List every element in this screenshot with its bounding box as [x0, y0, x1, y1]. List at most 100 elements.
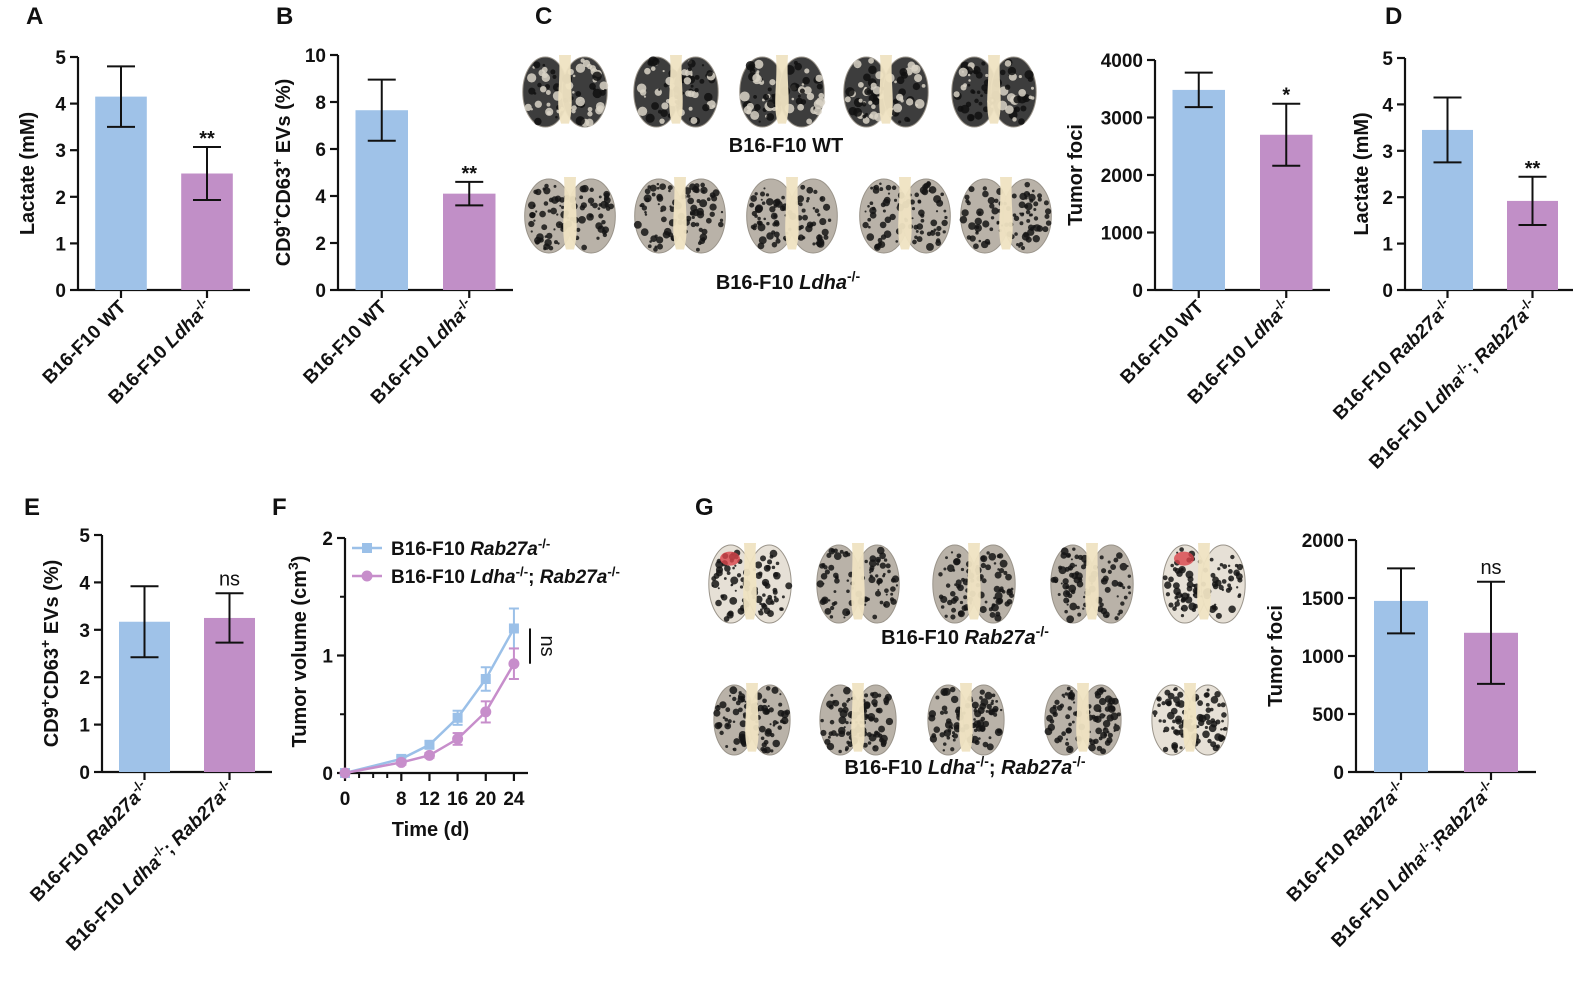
y-tick-label: 5 — [55, 48, 66, 69]
lung-trachea — [558, 55, 572, 124]
lung-spot — [833, 548, 838, 553]
lung-spot — [1063, 696, 1066, 699]
lung-spot — [933, 726, 941, 733]
lung-spot — [767, 704, 770, 708]
x-tick-label: 20 — [475, 789, 496, 810]
lung-spot — [1074, 554, 1080, 560]
lung-spot — [900, 71, 908, 79]
lung-spot — [587, 197, 595, 204]
lung-spot — [1210, 718, 1216, 723]
text-part: Rab27a — [470, 539, 538, 560]
lung-spot — [1157, 703, 1161, 707]
x-tick-label: 16 — [447, 789, 468, 810]
lung-spot — [817, 213, 821, 217]
lung-spot — [777, 725, 782, 730]
lung-spot — [829, 719, 835, 725]
text-part: Rab27a — [540, 567, 608, 588]
lung-spot — [715, 599, 722, 607]
lung-spot — [869, 201, 874, 206]
y-tick-label: 3 — [55, 141, 66, 162]
lung-spot — [993, 712, 998, 717]
lung-spot — [1110, 564, 1117, 570]
lung-spot — [867, 741, 872, 745]
y-tick-label: 0 — [322, 764, 333, 785]
lung-spot — [711, 576, 717, 582]
lung-spot — [555, 115, 558, 119]
lung-spot — [862, 117, 870, 124]
lung-spot — [690, 73, 693, 77]
lung-spot — [964, 194, 970, 200]
panel-letter: D — [1385, 3, 1402, 30]
lung-spot — [1070, 689, 1073, 693]
lung-spot — [943, 209, 947, 213]
lung-spot — [799, 88, 805, 94]
lung-spot — [999, 559, 1008, 568]
panel-letter: F — [272, 494, 287, 521]
lung-spot — [945, 718, 952, 724]
lung-spot — [1021, 232, 1030, 241]
lung-spot — [845, 746, 849, 751]
lung-spot — [959, 215, 968, 224]
lung-spot — [546, 102, 551, 107]
lung-spot — [824, 738, 831, 745]
lung-spot — [1107, 702, 1113, 708]
lung-spot — [971, 701, 979, 709]
lung-spot — [911, 207, 916, 211]
lung-spot — [904, 116, 910, 122]
lung-spot — [1122, 586, 1126, 590]
lung-spot — [770, 732, 775, 738]
lung-spot — [1207, 738, 1212, 744]
lung-spot — [982, 720, 990, 728]
lung-spot — [876, 558, 881, 563]
lung-spot — [842, 551, 849, 558]
lung-spot — [660, 209, 663, 213]
lung-spot — [1117, 581, 1123, 587]
lung-spot — [1103, 714, 1106, 717]
lung-photo — [816, 543, 900, 624]
lung-spot — [1005, 105, 1014, 114]
lung-spot — [575, 96, 585, 107]
lung-spot — [889, 213, 896, 221]
lung-spot — [1060, 552, 1068, 559]
lung-spot — [553, 184, 557, 188]
y-tick-label: 1 — [322, 647, 333, 668]
lung-spot — [980, 555, 988, 563]
lung-spot — [740, 697, 746, 703]
lung-spot — [873, 185, 876, 189]
lung-spot — [804, 68, 810, 74]
lung-spot — [872, 702, 878, 708]
lung-spot — [1210, 572, 1216, 578]
lung-spot — [921, 83, 926, 88]
lung-spot — [821, 228, 829, 236]
lung-spot — [1065, 591, 1070, 596]
lung-spot — [883, 603, 887, 607]
lung-spot — [1065, 585, 1069, 589]
lung-spot — [737, 607, 745, 615]
text-part: -/- — [976, 753, 990, 769]
lung-spot — [651, 192, 656, 197]
lung-spot — [1030, 86, 1034, 90]
lung-spot — [1098, 687, 1105, 694]
lung-spot — [827, 735, 831, 739]
lung-spot — [528, 201, 536, 210]
lung-spot — [1234, 563, 1239, 568]
lung-spot — [1007, 66, 1017, 76]
lung-spot — [644, 67, 651, 75]
lung-spot — [765, 686, 771, 691]
text-part: CD9 — [41, 707, 63, 747]
lung-spot — [1032, 235, 1040, 243]
lung-spot — [1174, 568, 1181, 574]
lung-spot — [575, 91, 582, 97]
photo-grid-C: B16-F10 WT B16-F10 Ldha-/- — [522, 55, 1052, 294]
lung-spot — [597, 207, 601, 211]
lung-spot — [935, 695, 940, 700]
lung-spot — [1018, 118, 1025, 125]
lung-spot — [941, 705, 948, 712]
lung-spot — [984, 600, 988, 604]
lung-spot — [592, 202, 598, 209]
lung-spot — [538, 237, 544, 243]
lung-spot — [943, 730, 947, 734]
lung-spot — [690, 84, 694, 88]
lung-spot — [946, 735, 951, 740]
